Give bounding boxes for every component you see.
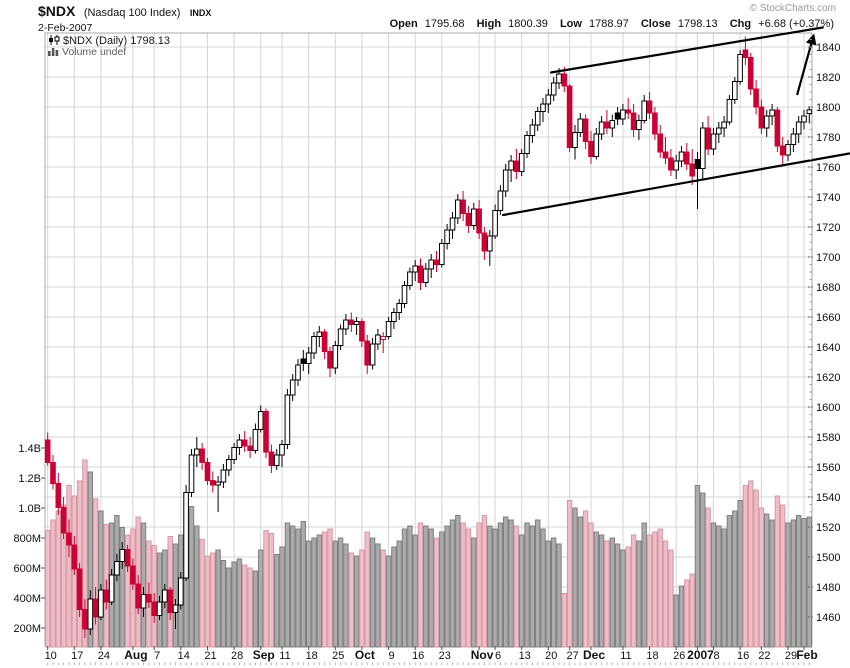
svg-text:1760: 1760 bbox=[816, 162, 840, 174]
svg-text:1480: 1480 bbox=[816, 582, 840, 594]
open-label: Open bbox=[389, 18, 418, 30]
svg-text:1820: 1820 bbox=[816, 72, 840, 84]
svg-text:22: 22 bbox=[758, 650, 770, 662]
svg-text:Feb: Feb bbox=[796, 648, 817, 662]
svg-text:16: 16 bbox=[737, 650, 749, 662]
open-value: 1795.68 bbox=[424, 18, 465, 30]
svg-text:2007: 2007 bbox=[687, 648, 714, 662]
svg-text:11: 11 bbox=[279, 650, 290, 662]
svg-text:1460: 1460 bbox=[816, 612, 840, 624]
svg-text:27: 27 bbox=[566, 650, 578, 662]
low-label: Low bbox=[559, 18, 582, 30]
ohlc-quote: Open 1795.68 High 1800.39 Low 1788.97 Cl… bbox=[390, 18, 834, 30]
svg-text:1500: 1500 bbox=[816, 552, 840, 564]
price-legend-label: $NDX (Daily) 1798.13 bbox=[63, 35, 170, 47]
symbol: $NDX bbox=[38, 3, 76, 19]
svg-text:1540: 1540 bbox=[816, 492, 840, 504]
svg-text:Nov: Nov bbox=[471, 648, 494, 662]
svg-text:6: 6 bbox=[495, 650, 501, 662]
symbol-description: (Nasdaq 100 Index) bbox=[83, 7, 181, 19]
high-value: 1800.39 bbox=[508, 18, 548, 30]
volume-legend-label: Volume undef bbox=[62, 46, 127, 58]
high-label: High bbox=[476, 18, 502, 30]
svg-text:18: 18 bbox=[646, 650, 658, 662]
svg-text:1800: 1800 bbox=[816, 102, 840, 114]
svg-text:1700: 1700 bbox=[816, 252, 840, 264]
price-legend-row: $NDX (Daily) 1798.13 bbox=[48, 35, 170, 47]
svg-text:1.4B: 1.4B bbox=[18, 443, 41, 455]
svg-text:800M: 800M bbox=[13, 533, 41, 545]
svg-text:1520: 1520 bbox=[816, 522, 840, 534]
chart-header-line2: Open 1795.68 High 1800.39 Low 1788.97 Cl… bbox=[38, 18, 834, 34]
svg-text:1780: 1780 bbox=[816, 132, 840, 144]
svg-text:Aug: Aug bbox=[124, 648, 147, 662]
svg-text:Oct: Oct bbox=[355, 648, 375, 662]
svg-text:600M: 600M bbox=[13, 563, 41, 575]
svg-text:24: 24 bbox=[98, 650, 110, 662]
svg-text:26: 26 bbox=[673, 650, 685, 662]
svg-text:29: 29 bbox=[785, 650, 797, 662]
svg-text:17: 17 bbox=[71, 650, 83, 662]
svg-text:25: 25 bbox=[332, 650, 344, 662]
svg-text:1660: 1660 bbox=[816, 312, 840, 324]
svg-text:1.0B: 1.0B bbox=[18, 503, 41, 515]
svg-text:200M: 200M bbox=[13, 623, 41, 635]
svg-text:28: 28 bbox=[231, 650, 243, 662]
svg-text:18: 18 bbox=[306, 650, 318, 662]
svg-text:1600: 1600 bbox=[816, 402, 840, 414]
svg-text:16: 16 bbox=[412, 650, 424, 662]
chart-date: 2-Feb-2007 bbox=[38, 22, 93, 34]
svg-text:Dec: Dec bbox=[583, 648, 605, 662]
chg-value: +6.68 (+0.37%) bbox=[758, 18, 834, 30]
candlestick-legend-icon bbox=[49, 35, 60, 45]
svg-text:1580: 1580 bbox=[816, 432, 840, 444]
svg-text:13: 13 bbox=[519, 650, 531, 662]
close-value: 1798.13 bbox=[677, 18, 718, 30]
chg-label: Chg bbox=[729, 18, 752, 30]
chart-header-line1: © StockCharts.com $NDX (Nasdaq 100 Index… bbox=[38, 3, 836, 19]
svg-text:1840: 1840 bbox=[816, 42, 840, 54]
svg-text:20: 20 bbox=[545, 650, 557, 662]
svg-text:400M: 400M bbox=[13, 593, 41, 605]
svg-text:10: 10 bbox=[45, 650, 57, 662]
svg-text:1.2B: 1.2B bbox=[18, 473, 41, 485]
svg-text:Sep: Sep bbox=[253, 648, 275, 662]
svg-text:7: 7 bbox=[154, 650, 160, 662]
svg-text:1620: 1620 bbox=[816, 372, 840, 384]
svg-text:1640: 1640 bbox=[816, 342, 840, 354]
copyright: © StockCharts.com bbox=[749, 3, 836, 14]
exchange-label: INDX bbox=[189, 8, 212, 18]
svg-text:21: 21 bbox=[204, 650, 216, 662]
svg-text:23: 23 bbox=[439, 650, 451, 662]
low-value: 1788.97 bbox=[589, 18, 629, 30]
svg-text:11: 11 bbox=[620, 650, 631, 662]
volume-legend-row: Volume undef bbox=[48, 47, 170, 58]
svg-text:1720: 1720 bbox=[816, 222, 840, 234]
svg-text:14: 14 bbox=[178, 650, 190, 662]
svg-text:1680: 1680 bbox=[816, 282, 840, 294]
chart-legend: $NDX (Daily) 1798.13 Volume undef bbox=[48, 35, 170, 58]
svg-text:1740: 1740 bbox=[816, 192, 840, 204]
volume-legend-icon bbox=[48, 48, 59, 56]
close-label: Close bbox=[640, 18, 671, 30]
svg-text:9: 9 bbox=[389, 650, 395, 662]
svg-text:8: 8 bbox=[713, 650, 719, 662]
svg-text:1560: 1560 bbox=[816, 462, 840, 474]
